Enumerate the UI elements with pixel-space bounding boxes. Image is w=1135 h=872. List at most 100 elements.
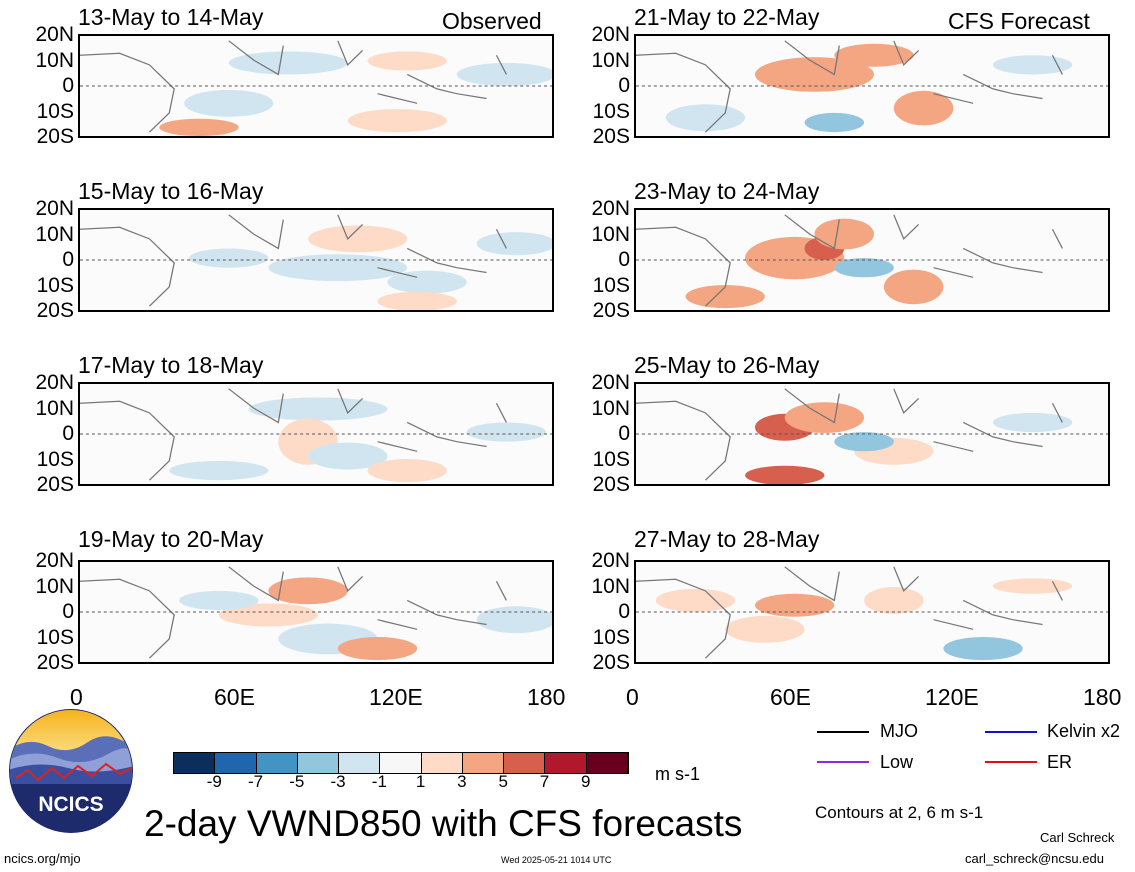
lon-label: 120E <box>369 684 423 710</box>
map-panel <box>78 34 554 138</box>
lat-label: 20S <box>592 473 630 496</box>
lat-label: 0 <box>618 422 630 445</box>
anomaly-shading <box>456 62 552 86</box>
map-panel <box>78 208 554 312</box>
lat-label: 20N <box>35 197 74 220</box>
anomaly-shading <box>754 57 874 92</box>
colorbar <box>173 752 629 774</box>
lat-label: 20S <box>592 125 630 148</box>
contours-note: Contours at 2, 6 m s-1 <box>815 803 984 822</box>
lat-label: 10N <box>35 48 74 72</box>
lon-label: 0 <box>626 684 639 710</box>
anomaly-shading <box>179 590 259 611</box>
colorbar-units: m s-1 <box>655 764 700 784</box>
colorbar-swatch <box>297 753 340 773</box>
anomaly-shading <box>268 577 348 605</box>
ncics-logo: NCICS <box>8 708 134 834</box>
colorbar-tick-label: 3 <box>457 772 467 791</box>
lat-label: 10N <box>591 48 630 72</box>
lat-label: 0 <box>62 422 74 445</box>
anomaly-shading <box>248 397 388 421</box>
colorbar-tick-label: -1 <box>371 772 387 791</box>
lat-label: 10N <box>35 574 74 598</box>
anomaly-shading <box>992 412 1073 433</box>
panel-tag-forecast: CFS Forecast <box>948 8 1090 34</box>
anomaly-shading <box>184 89 274 117</box>
lon-label: 180 <box>527 684 566 710</box>
lat-label: 10N <box>591 396 630 420</box>
lat-label: 0 <box>618 600 630 623</box>
lat-label: 10S <box>592 625 630 649</box>
anomaly-shading <box>466 422 547 442</box>
anomaly-shading <box>159 118 239 136</box>
lat-label: 0 <box>62 248 74 271</box>
anomaly-shading <box>834 258 894 278</box>
panel-title: 13-May to 14-May <box>78 4 264 30</box>
anomaly-shading <box>189 248 269 268</box>
colorbar-swatch <box>339 753 381 773</box>
lat-label: 10N <box>591 222 630 246</box>
lat-label: 10S <box>592 273 630 297</box>
lat-label: 20N <box>591 197 630 220</box>
anomaly-shading <box>228 51 348 75</box>
anomaly-shading <box>367 51 447 71</box>
panel-title: 27-May to 28-May <box>634 526 820 552</box>
footer-author: Carl Schreck <box>1040 830 1115 845</box>
anomaly-shading <box>834 43 914 67</box>
anomaly-shading <box>893 90 954 126</box>
anomaly-shading <box>169 460 269 481</box>
coastline <box>80 214 507 307</box>
lat-label: 0 <box>62 74 74 97</box>
anomaly-shading <box>754 593 835 617</box>
lat-label: 0 <box>62 600 74 623</box>
lon-label: 60E <box>214 684 255 710</box>
anomaly-shading <box>725 615 805 643</box>
footer-timestamp: Wed 2025-05-21 1014 UTC <box>501 855 612 865</box>
figure-title: 2-day VWND850 with CFS forecasts <box>144 803 743 844</box>
anomaly-shading <box>347 109 447 133</box>
anomaly-shading <box>377 291 457 310</box>
colorbar-swatch <box>215 753 257 773</box>
anomaly-shading <box>864 587 924 614</box>
anomaly-shading <box>665 104 746 132</box>
legend-label-mjo: MJO <box>880 721 918 741</box>
coastline <box>636 40 1063 133</box>
anomaly-map <box>636 40 1108 133</box>
anomaly-shading <box>476 232 552 256</box>
anomaly-map <box>80 566 552 661</box>
anomaly-shading <box>784 402 865 434</box>
map-panel <box>634 560 1110 664</box>
anomaly-shading <box>218 603 318 627</box>
lon-label: 60E <box>770 684 811 710</box>
coastline <box>636 566 1063 659</box>
panel-title: 21-May to 22-May <box>634 4 820 30</box>
anomaly-shading <box>883 269 944 305</box>
footer-email: carl_schreck@ncsu.edu <box>965 851 1104 866</box>
anomaly-map <box>80 214 552 310</box>
colorbar-tick-label: 9 <box>580 772 591 791</box>
panel-title: 15-May to 16-May <box>78 178 264 204</box>
lon-label: 0 <box>70 684 83 710</box>
colorbar-tick-label: -9 <box>206 772 222 791</box>
lat-label: 10N <box>591 574 630 598</box>
anomaly-shading <box>308 225 408 253</box>
map-panel <box>634 34 1110 138</box>
lat-label: 0 <box>618 74 630 97</box>
coastline <box>636 388 1063 481</box>
anomaly-map <box>636 214 1108 309</box>
anomaly-map <box>636 388 1108 484</box>
panel-title: 25-May to 26-May <box>634 352 820 378</box>
lat-label: 10S <box>36 447 74 471</box>
colorbar-swatch <box>421 753 463 773</box>
legend-label-er: ER <box>1047 752 1073 772</box>
lat-label: 10S <box>36 99 74 123</box>
lat-label: 20N <box>591 371 630 394</box>
panel-title: 17-May to 18-May <box>78 352 264 378</box>
anomaly-shading <box>943 637 1023 661</box>
anomaly-shading <box>992 578 1073 594</box>
lat-label: 0 <box>618 248 630 271</box>
colorbar-swatch <box>504 753 546 773</box>
lat-label: 20S <box>36 125 74 148</box>
legend-label-low: Low <box>880 752 914 772</box>
lat-label: 20S <box>592 651 630 674</box>
